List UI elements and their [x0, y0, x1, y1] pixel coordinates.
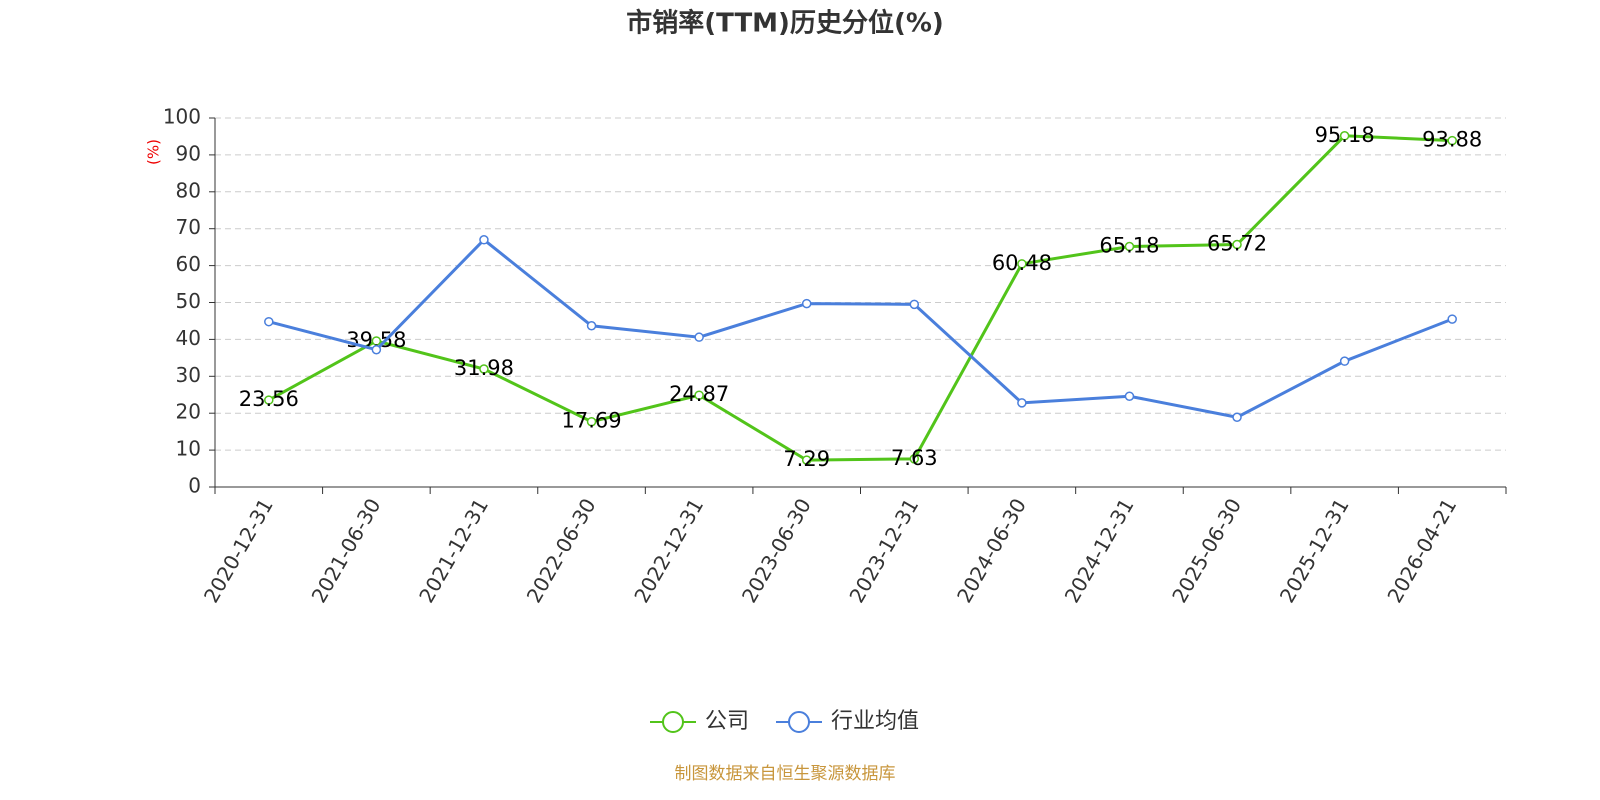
y-tick-label: 60: [176, 252, 201, 276]
data-point: [1232, 412, 1242, 423]
legend-marker: [788, 711, 810, 733]
data-point: [694, 332, 704, 342]
data-label: 95.18: [1315, 123, 1375, 147]
legend-label: 公司: [705, 709, 749, 734]
data-point: [909, 454, 920, 464]
x-tick-label: 2021-06-30: [307, 494, 386, 607]
data-point: [371, 344, 382, 355]
data-point: [371, 336, 382, 346]
y-tick-label: 0: [188, 474, 201, 498]
data-label: 65.72: [1207, 231, 1267, 255]
x-tick-label: 2021-12-31: [414, 494, 493, 607]
legend-label: 行业均值: [831, 709, 919, 734]
y-tick-label: 100: [163, 105, 201, 129]
data-point: [1124, 241, 1135, 252]
y-tick-label: 10: [176, 437, 201, 461]
y-tick-label: 30: [176, 363, 201, 387]
x-tick-label: 2025-06-30: [1167, 494, 1246, 607]
data-point: [1017, 398, 1027, 408]
x-tick-label: 2020-12-31: [199, 494, 278, 607]
data-point: [801, 455, 812, 465]
x-tick-label: 2022-12-31: [629, 494, 708, 607]
data-label: 7.63: [891, 446, 938, 470]
data-point: [586, 320, 597, 331]
y-tick-label: 70: [176, 215, 201, 239]
y-tick-label: 20: [176, 400, 201, 424]
y-tick-label: 90: [176, 141, 201, 165]
data-point: [1339, 356, 1350, 366]
y-axis-label: (%): [145, 139, 163, 165]
data-label: 60.48: [992, 251, 1052, 275]
data-label: 17.69: [561, 409, 621, 433]
y-tick-label: 80: [176, 178, 201, 202]
data-point: [694, 390, 704, 400]
legend-marker: [662, 711, 684, 733]
x-tick-label: 2024-06-30: [952, 494, 1031, 607]
data-label: 31.98: [454, 356, 514, 380]
data-label: 65.18: [1099, 233, 1159, 257]
series-line: [268, 237, 1453, 419]
x-tick-label: 2023-06-30: [737, 494, 816, 607]
data-label: 7.29: [783, 447, 830, 471]
data-label: 23.56: [239, 387, 299, 411]
data-point: [909, 299, 920, 310]
data-label: 24.87: [669, 382, 729, 406]
series-line: [268, 134, 1453, 462]
y-tick-label: 50: [176, 289, 201, 313]
data-point: [1447, 314, 1457, 324]
data-point: [1232, 239, 1242, 250]
data-point: [1017, 259, 1027, 269]
data-point: [1339, 131, 1350, 141]
data-point: [264, 316, 274, 327]
y-tick-label: 40: [176, 326, 201, 350]
x-tick-label: 2022-06-30: [522, 494, 601, 607]
data-point: [1124, 391, 1135, 401]
x-tick-label: 2024-12-31: [1060, 494, 1139, 607]
x-tick-label: 2023-12-31: [844, 494, 923, 607]
x-tick-label: 2025-12-31: [1275, 494, 1354, 607]
data-point: [479, 235, 489, 245]
source-note: 制图数据来自恒生聚源数据库: [675, 764, 896, 784]
chart-title: 市销率(TTM)历史分位(%): [626, 8, 944, 39]
data-point: [1447, 135, 1457, 146]
data-point: [264, 395, 274, 405]
data-point: [586, 416, 597, 427]
data-label: 93.88: [1422, 128, 1482, 152]
data-point: [479, 364, 489, 374]
x-tick-label: 2026-04-21: [1382, 494, 1461, 607]
data-point: [801, 298, 812, 309]
